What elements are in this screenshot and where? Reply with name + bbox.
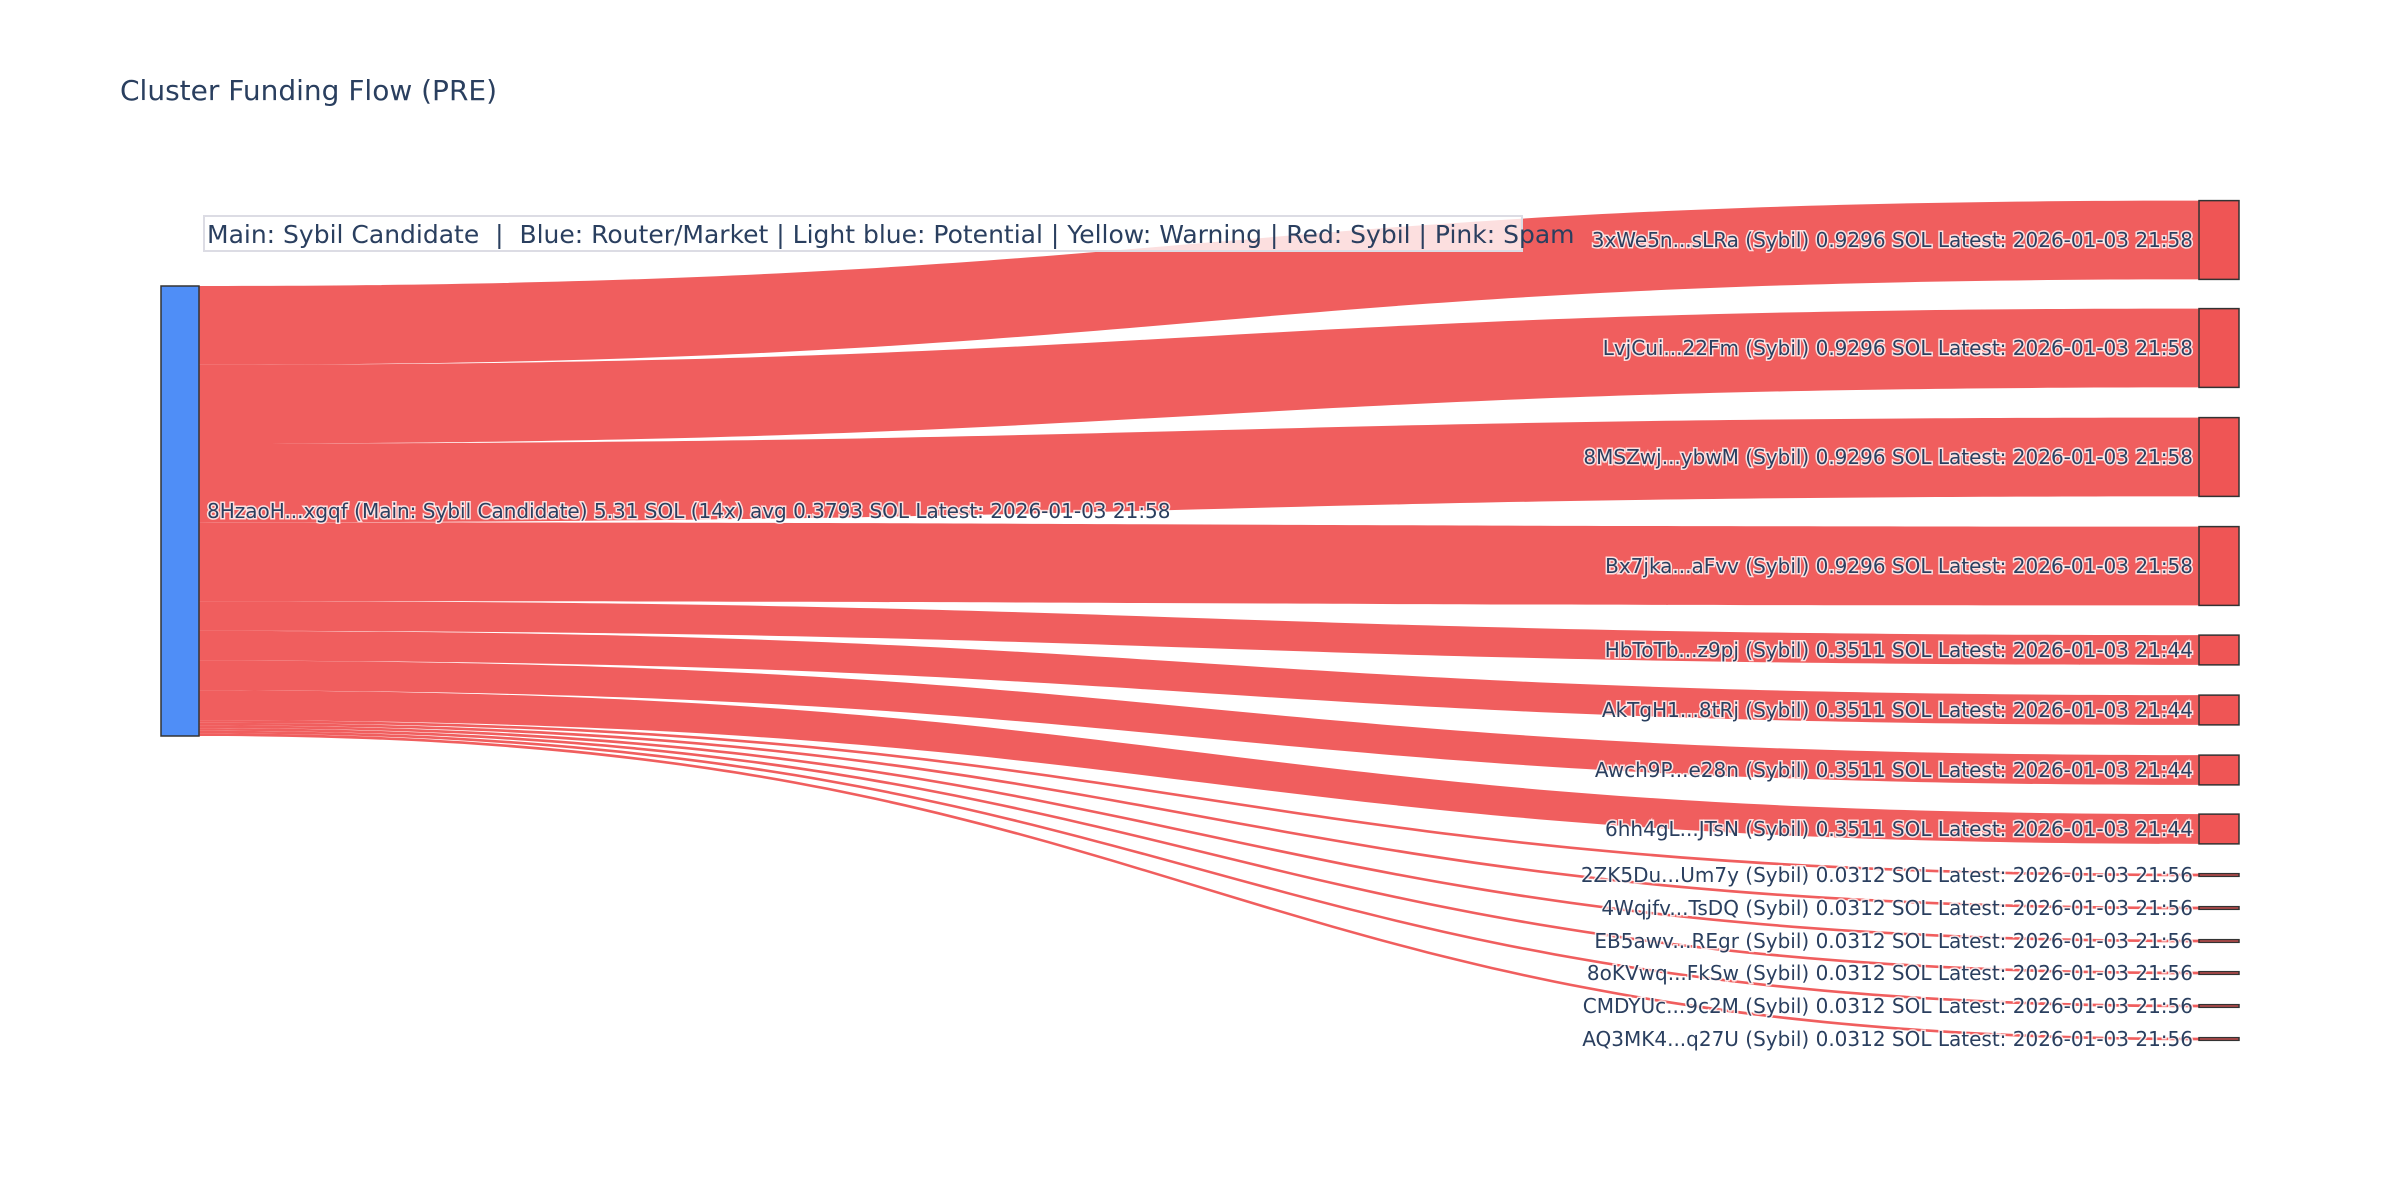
target-node-label: AkTgH1...8tRj (Sybil) 0.3511 SOL Latest:… [1602,698,2193,722]
flow-link[interactable] [199,417,2199,523]
target-node[interactable] [2198,905,2240,911]
nodes-layer [160,199,2240,1042]
target-node-label: 8MSZwj...ybwM (Sybil) 0.9296 SOL Latest:… [1583,445,2193,469]
target-node-label: 6hh4gL...JTsN (Sybil) 0.3511 SOL Latest:… [1605,817,2193,841]
legend-box: Main: Sybil Candidate | Blue: Router/Mar… [203,215,1575,252]
target-node[interactable] [2198,813,2240,845]
target-node[interactable] [2198,872,2240,878]
target-node[interactable] [2198,938,2240,944]
target-node[interactable] [2198,1003,2240,1009]
target-node[interactable] [2198,1036,2240,1042]
chart-title: Cluster Funding Flow (PRE) [120,74,497,107]
target-node[interactable] [2198,307,2240,389]
flow-link[interactable] [199,200,2199,365]
flow-link[interactable] [199,308,2199,444]
labels-layer: 3xWe5n...sLRa (Sybil) 0.9296 SOL Latest:… [206,227,2195,1053]
flow-link[interactable] [199,601,2199,665]
target-node[interactable] [2198,416,2240,498]
target-node-label: Bx7jka...aFvv (Sybil) 0.9296 SOL Latest:… [1605,554,2193,578]
flow-link[interactable] [199,728,2199,975]
target-node-label: 4Wqjfv...TsDQ (Sybil) 0.0312 SOL Latest:… [1601,896,2193,920]
flow-link[interactable] [199,730,2199,1008]
target-node-label: HbToTb...z9pj (Sybil) 0.3511 SOL Latest:… [1605,638,2193,662]
source-node[interactable] [160,285,200,737]
target-node-label: 8oKVwq...FkSw (Sybil) 0.0312 SOL Latest:… [1587,961,2193,985]
flow-link[interactable] [199,690,2199,844]
source-node-label: 8HzaoH...xgqf (Main: Sybil Candidate) 5.… [207,499,1171,523]
target-node-label: CMDYUc...9c2M (Sybil) 0.0312 SOL Latest:… [1583,994,2193,1018]
target-node-label: 3xWe5n...sLRa (Sybil) 0.9296 SOL Latest:… [1592,228,2193,252]
flow-link[interactable] [199,733,2199,1041]
legend-text: Main: Sybil Candidate | Blue: Router/Mar… [207,220,1575,249]
target-node-label: Awch9P...e28n (Sybil) 0.3511 SOL Latest:… [1595,758,2193,782]
flow-link[interactable] [199,660,2199,785]
target-node[interactable] [2198,970,2240,976]
flow-link[interactable] [199,725,2199,943]
target-node-label: EB5awv...REgr (Sybil) 0.0312 SOL Latest:… [1594,929,2193,953]
flow-link[interactable] [199,522,2199,606]
flow-link[interactable] [199,722,2199,910]
target-node-label: LvjCui...22Fm (Sybil) 0.9296 SOL Latest:… [1603,336,2193,360]
target-node[interactable] [2198,634,2240,666]
links-layer [199,200,2199,1041]
target-node-label: 2ZK5Du...Um7y (Sybil) 0.0312 SOL Latest:… [1581,863,2193,887]
target-node-label: AQ3MK4...q27U (Sybil) 0.0312 SOL Latest:… [1582,1027,2193,1051]
target-node[interactable] [2198,754,2240,786]
flow-link[interactable] [199,720,2199,877]
target-node[interactable] [2198,199,2240,281]
target-node[interactable] [2198,694,2240,726]
flow-link[interactable] [199,630,2199,725]
target-node[interactable] [2198,525,2240,607]
